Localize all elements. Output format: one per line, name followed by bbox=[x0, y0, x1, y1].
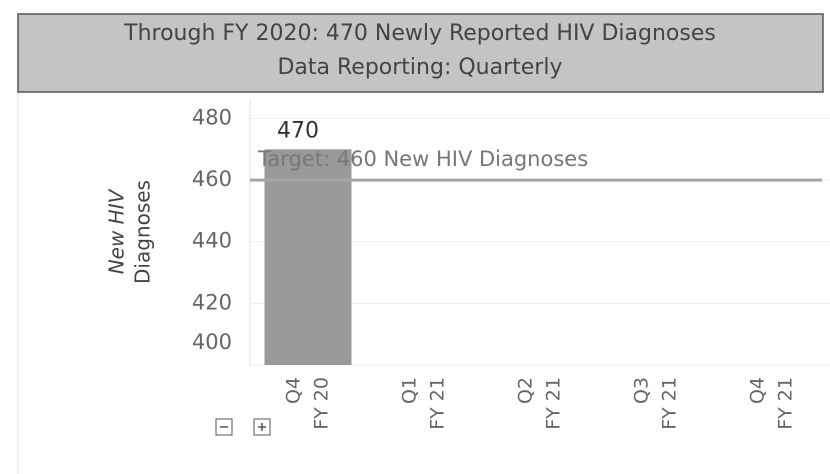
y-axis-title-line: New HIV bbox=[105, 188, 129, 274]
value-label: 470 bbox=[277, 118, 319, 143]
x-tick-label-line: Q4 bbox=[747, 377, 769, 404]
x-tick-label-line: FY 21 bbox=[427, 377, 449, 430]
x-tick-label: Q3 FY 21 bbox=[631, 377, 681, 430]
x-tick-label-line: Q4 bbox=[283, 377, 305, 404]
x-tick-label: Q2 FY 21 bbox=[515, 377, 565, 430]
x-tick-label-line: FY 21 bbox=[543, 377, 565, 430]
y-axis-title-line: Diagnoses bbox=[131, 180, 155, 284]
y-axis-title: New HIV Diagnoses bbox=[105, 180, 155, 284]
x-tick-label: Q4 FY 20 bbox=[283, 377, 333, 430]
x-tick-label-line: FY 21 bbox=[775, 377, 797, 430]
bar bbox=[264, 149, 352, 365]
chart-subtitle: Data Reporting: Quarterly bbox=[277, 55, 562, 80]
y-tick-label: 400 bbox=[192, 330, 232, 354]
x-tick-label: Q4 FY 21 bbox=[747, 377, 797, 430]
x-tick-label-line: Q3 bbox=[631, 377, 653, 404]
chart-title: Through FY 2020: 470 Newly Reported HIV … bbox=[123, 21, 716, 46]
y-tick-label: 420 bbox=[192, 290, 232, 314]
x-tick-label-line: FY 21 bbox=[659, 377, 681, 430]
x-tick-label-line: Q1 bbox=[399, 377, 421, 404]
collapse-controls[interactable] bbox=[215, 418, 271, 436]
y-tick-label: 440 bbox=[192, 229, 232, 253]
title-box bbox=[17, 13, 824, 93]
target-label: Target: 460 New HIV Diagnoses bbox=[257, 147, 588, 171]
y-tick-label: 480 bbox=[192, 105, 232, 129]
x-tick-label-line: Q2 bbox=[515, 377, 537, 404]
x-tick-label-line: FY 20 bbox=[311, 377, 333, 430]
x-tick-label: Q1 FY 21 bbox=[399, 377, 449, 430]
y-tick-label: 460 bbox=[192, 167, 232, 191]
